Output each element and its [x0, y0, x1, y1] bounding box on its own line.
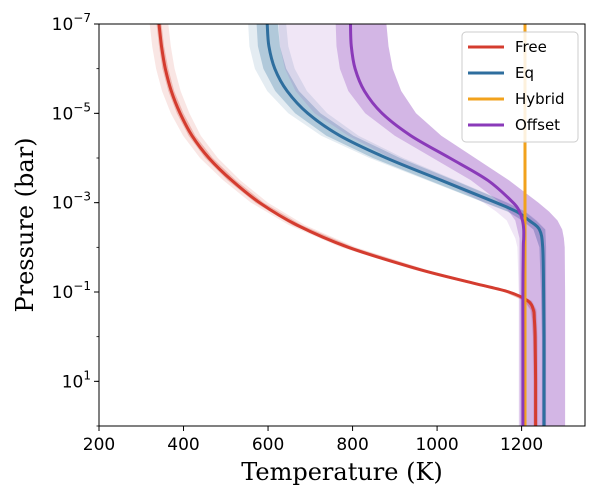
offset-series-line	[349, 24, 526, 426]
x-tick-label: 1000	[415, 435, 458, 455]
y-axis-label: Pressure (bar)	[11, 137, 39, 312]
y-tick-label: 10−3	[52, 190, 91, 214]
x-tick-label: 1200	[500, 435, 543, 455]
x-tick-label: 600	[252, 435, 284, 455]
legend-label-free: Free	[515, 38, 547, 56]
series-lines	[157, 24, 546, 426]
eq-inner-band	[256, 24, 547, 426]
legend-label-eq: Eq	[515, 64, 534, 82]
free-series-line	[157, 24, 538, 426]
y-tick-label: 10−5	[52, 100, 91, 124]
eq-series-line	[265, 24, 546, 426]
y-tick-label: 10−1	[52, 279, 91, 303]
y-tick-label: 10−7	[52, 11, 91, 35]
plot-frame	[98, 23, 586, 427]
y-tick-label: 101	[62, 368, 91, 392]
legend-box	[461, 31, 579, 143]
x-axis-ticks: 200 400 600 800 1000 1200	[83, 426, 543, 455]
offset-outer-band	[278, 24, 566, 426]
x-tick-label: 400	[167, 435, 199, 455]
legend-label-offset: Offset	[515, 116, 560, 134]
y-axis-ticks: 10−7 10−5 10−3 10−1 101	[52, 11, 99, 427]
legend: Free Eq Hybrid Offset	[461, 31, 579, 143]
legend-label-hybrid: Hybrid	[515, 90, 565, 108]
x-tick-label: 200	[83, 435, 115, 455]
x-tick-label: 800	[336, 435, 368, 455]
x-axis-label: Temperature (K)	[241, 458, 443, 486]
